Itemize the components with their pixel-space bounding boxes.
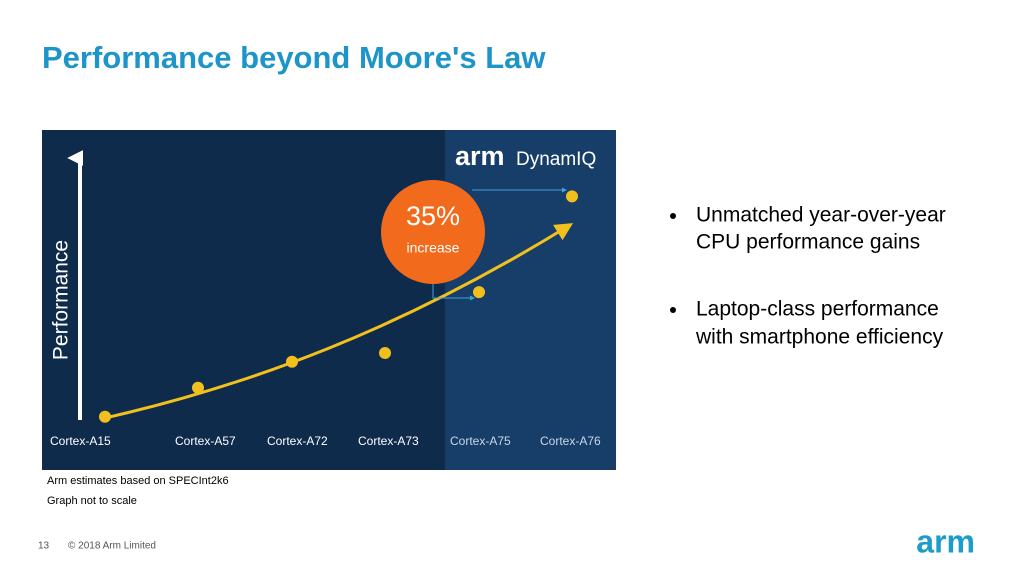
bullet-dot	[670, 213, 676, 219]
page-number: 13	[38, 541, 50, 552]
x-tick-label: Cortex-A15	[50, 434, 111, 448]
x-tick-label: Cortex-A76	[540, 434, 601, 448]
chart-panel-highlight	[445, 130, 616, 470]
annotation-value: 35%	[406, 201, 460, 231]
logo-brand: arm	[455, 141, 505, 171]
data-point	[192, 381, 204, 394]
data-point	[286, 355, 298, 368]
bullet-text: Laptop-class performance	[696, 298, 939, 321]
bullet-text: Unmatched year-over-year	[696, 204, 946, 227]
data-point	[379, 347, 391, 359]
logo-product: DynamIQ	[516, 149, 596, 170]
x-tick-label: Cortex-A72	[267, 434, 328, 448]
connector	[432, 282, 475, 301]
trend-curve	[104, 223, 574, 420]
note: Arm estimates based on SPECInt2k6	[47, 475, 229, 487]
x-tick-label: Cortex-A75	[450, 434, 511, 448]
bullet-dot	[670, 307, 676, 313]
slide-title: Performance beyond Moore's Law	[42, 40, 546, 75]
x-tick-label: Cortex-A73	[358, 434, 419, 448]
note: Graph not to scale	[47, 495, 137, 507]
bullet-text: CPU performance gains	[696, 231, 920, 254]
copyright: © 2018 Arm Limited	[68, 541, 156, 552]
annotation-badge	[381, 180, 485, 284]
chart: Cortex-A15 Cortex-A57 Cortex-A72 Cortex-A73…	[50, 190, 601, 448]
y-axis-label: Performance	[50, 240, 73, 360]
data-point	[473, 286, 485, 299]
footer-logo: arm	[916, 523, 975, 559]
data-point	[99, 410, 111, 423]
data-point	[566, 190, 578, 203]
annotation-text: increase	[407, 240, 460, 256]
bullet-text: with smartphone efficiency	[695, 326, 944, 349]
x-tick-label: Cortex-A57	[175, 434, 236, 448]
